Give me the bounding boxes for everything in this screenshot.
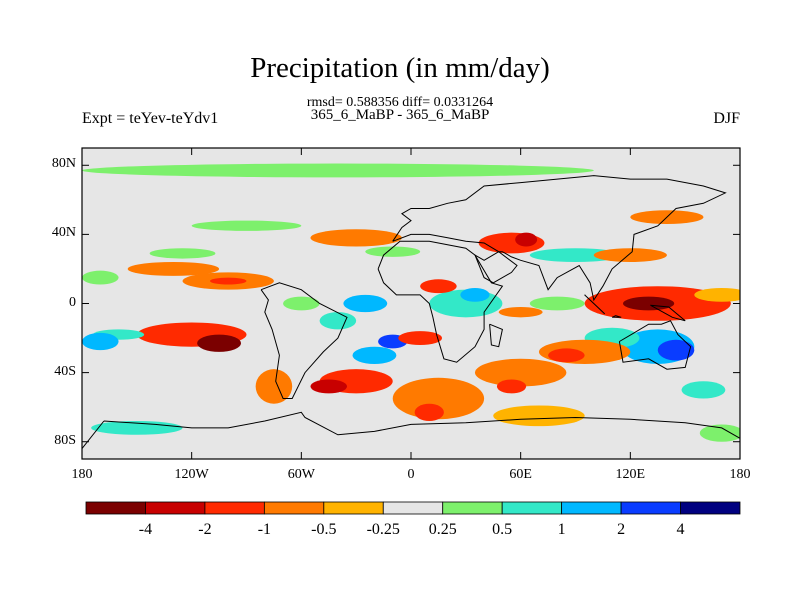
colorbar-label: 0.25 [428,521,457,538]
x-tick-label: 60W [287,467,315,482]
coastline [377,240,504,363]
coastline [473,251,518,284]
precip-anomaly-region [209,277,247,285]
coastline [618,320,692,370]
coastline [392,175,727,302]
precip-anomaly-region [657,339,695,361]
precip-anomaly-region [398,331,443,345]
colorbar-label: -4 [138,521,153,538]
precip-anomaly-region [82,163,594,178]
runs-subtitle: 365_6_MaBP - 365_6_MaBP [310,107,490,123]
precip-anomaly-region [255,369,293,404]
precip-anomaly-region [392,377,485,420]
colorbar-label: -1 [257,521,272,538]
precip-anomaly-region [343,294,388,313]
precip-anomaly-region [529,296,585,311]
precip-anomaly-region [420,279,457,294]
colorbar-bin [620,501,681,515]
coastline [584,294,606,315]
x-tick-label: 0 [407,467,415,482]
colorbar-bin [382,501,444,515]
y-tick-label: 80N [51,156,76,172]
precip-anomaly-region [310,379,348,394]
y-tick-label: 40N [51,225,76,241]
precip-anomaly-region [197,334,242,352]
x-tick-label: 180 [729,467,751,482]
colorbar-bin [85,501,146,515]
precip-anomaly-region [310,229,402,247]
x-tick-label: 120E [615,467,646,482]
colorbar-label: 0.5 [492,521,513,538]
precip-anomaly-region [699,424,740,442]
x-tick-label: 180 [71,467,93,482]
colorbar [85,501,741,515]
precip-anomaly-region [149,248,216,259]
y-tick-label: 40S [54,363,76,379]
colorbar-bin [204,501,265,515]
precip-anomaly-region [365,246,421,257]
precip-anomaly-region [82,332,119,351]
colorbar-bin [323,501,384,515]
precip-anomaly-region [694,287,740,302]
x-tick-label: 120W [174,467,209,482]
precip-anomaly-region [498,306,543,318]
coastline [260,282,348,399]
precip-anomaly-region [127,262,220,276]
season-label: DJF [713,110,740,127]
colorbar-bin [561,501,622,515]
coastline [650,304,686,322]
precip-anomaly-region [414,403,444,421]
precip-anomaly-region [548,348,585,363]
colorbar-label: 2 [617,521,626,538]
colorbar-label: -2 [198,521,212,538]
coastline [489,323,503,348]
colorbar-bin [145,501,206,515]
precip-anomaly-region [319,312,357,330]
precip-anomaly-region [493,405,585,427]
x-tick-label: 60E [509,467,532,482]
y-tick-label: 80S [54,432,76,448]
coastline [82,411,740,459]
stats-subtitle: rmsd= 0.588356 diff= 0.0331264 [306,95,494,110]
colorbar-label: 4 [676,521,685,538]
precip-anomaly-region [283,296,320,311]
experiment-label: Expt = teYev-teYdv1 [82,110,219,127]
colorbar-label: -0.5 [311,521,337,538]
precip-anomaly-region [529,248,622,263]
precip-anomaly-region [515,232,538,247]
precip-anomaly-region [191,220,302,231]
colorbar-bin [442,501,503,515]
plot-title: Precipitation (in mm/day) [250,52,550,84]
precip-anomaly-region [460,287,490,302]
colorbar-bin [263,501,325,515]
colorbar-label: 1 [557,521,566,538]
colorbar-bin [501,501,563,515]
precip-anomaly-region [681,381,726,399]
precip-anomaly-region [82,270,119,285]
precip-anomaly-region [352,346,397,364]
coastline [611,315,622,318]
colorbar-label: -0.25 [366,521,400,538]
y-tick-label: 0 [69,294,76,310]
precip-anomaly-region [474,358,567,387]
colorbar-bin [680,501,741,515]
precip-anomaly-region [623,296,675,311]
precip-anomaly-region [496,379,527,394]
precip-anomaly-region [593,248,667,263]
